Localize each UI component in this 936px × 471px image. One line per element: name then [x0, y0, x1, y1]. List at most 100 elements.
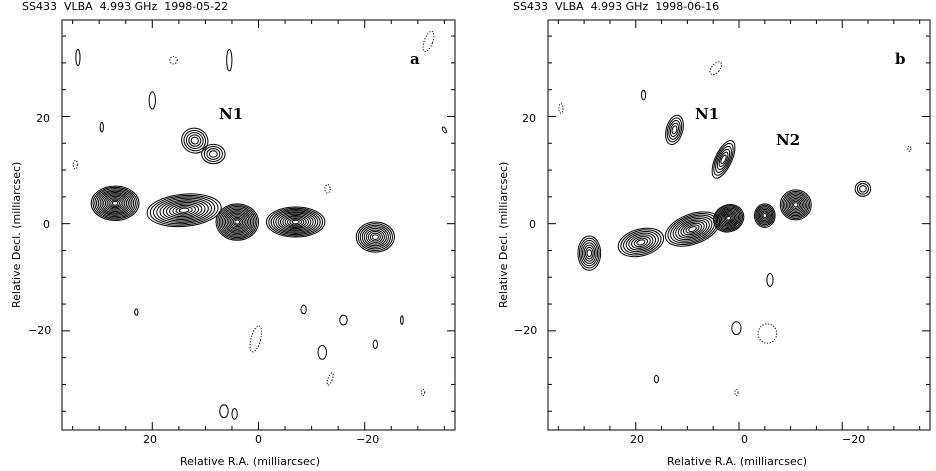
- contour-level: [781, 190, 811, 219]
- contour-level: [779, 189, 812, 221]
- contour-level: [685, 224, 700, 234]
- contour-level: [854, 180, 872, 197]
- contour-level: [223, 210, 252, 235]
- contour-level: [99, 191, 131, 215]
- contour-level: [284, 216, 307, 228]
- panel-a-ytick-20: 20: [36, 112, 50, 125]
- panel-b-annotation-n1: N1: [695, 105, 720, 123]
- contour-level: [371, 234, 379, 240]
- contour-level: [175, 206, 193, 215]
- contour-level: [441, 126, 447, 134]
- contour-level: [231, 408, 238, 420]
- panel-b-xtick-neg20: −20: [842, 433, 866, 446]
- contour-level: [218, 206, 256, 239]
- contour-level: [148, 91, 156, 110]
- contour-level: [581, 242, 597, 264]
- contour-level: [97, 190, 133, 216]
- contour-level: [758, 208, 771, 223]
- negative-contour: [422, 30, 435, 53]
- contour-level: [625, 232, 657, 253]
- panel-a-header: SS433 VLBA 4.993 GHz 1998-05-22: [22, 0, 229, 13]
- negative-contour: [421, 388, 426, 397]
- negative-contour: [324, 184, 331, 194]
- contour-level: [134, 308, 139, 316]
- contour-level: [178, 207, 190, 213]
- contour-level: [104, 195, 126, 211]
- contour-level: [190, 136, 199, 145]
- contour-level: [731, 321, 742, 336]
- contour-level: [617, 227, 665, 258]
- contour-level: [229, 215, 245, 229]
- contour-level: [183, 129, 207, 152]
- contour-level: [672, 216, 713, 242]
- contour-level: [111, 200, 119, 206]
- panel-b-annotation-n2: N2: [776, 131, 801, 149]
- contour-level: [788, 197, 803, 212]
- contour-level: [578, 237, 600, 269]
- contour-level: [226, 48, 233, 72]
- contour-level: [110, 199, 121, 207]
- contour-level: [723, 213, 734, 223]
- panel-a-xtick-neg20: −20: [356, 433, 380, 446]
- contour-level: [226, 212, 248, 232]
- contour-level: [188, 134, 202, 147]
- panel-b-header: SS433 VLBA 4.993 GHz 1998-06-16: [513, 0, 720, 13]
- contour-level: [755, 204, 775, 227]
- panel-b-ytick-neg20: −20: [514, 324, 538, 337]
- contour-level: [713, 142, 734, 176]
- contour-level: [671, 125, 678, 135]
- negative-contour: [558, 103, 564, 114]
- panel-b-ytick-0: 0: [529, 218, 536, 231]
- contour-level: [103, 194, 128, 213]
- panel-b-contours: [558, 61, 912, 397]
- contour-level: [201, 143, 226, 165]
- contour-level: [720, 154, 727, 165]
- contour-level: [277, 212, 314, 232]
- contour-level: [224, 211, 250, 233]
- contour-level: [99, 121, 104, 133]
- contour-level: [92, 186, 138, 220]
- panel-a-frame: [61, 19, 456, 431]
- contour-level: [636, 239, 646, 246]
- contour-level: [359, 224, 391, 250]
- panel-a-xtick-20: 20: [143, 433, 157, 446]
- contour-level: [762, 213, 768, 219]
- contour-level: [289, 218, 303, 226]
- contour-level: [716, 148, 731, 170]
- panel-b-label: b: [895, 50, 906, 68]
- contour-level: [675, 217, 710, 241]
- contour-level: [726, 216, 732, 221]
- contour-level: [623, 231, 659, 254]
- panel-a-xlabel: Relative R.A. (milliarcsec): [180, 455, 321, 468]
- contour-level: [355, 221, 395, 253]
- contour-level: [793, 202, 799, 208]
- contour-level: [677, 219, 708, 239]
- contour-level: [270, 208, 321, 236]
- contour-level: [101, 193, 129, 214]
- contour-level: [790, 199, 802, 211]
- contour-level: [156, 197, 213, 223]
- negative-contour: [907, 145, 912, 152]
- contour-level: [153, 196, 216, 225]
- contour-level: [215, 203, 260, 241]
- contour-level: [357, 223, 393, 251]
- contour-level: [172, 204, 196, 216]
- contour-level: [206, 148, 221, 160]
- contour-level: [785, 195, 806, 215]
- contour-level: [633, 237, 649, 248]
- contour-level: [75, 48, 81, 67]
- contour-level: [94, 188, 136, 219]
- contour-level: [782, 192, 809, 218]
- contour-level: [680, 221, 705, 237]
- contour-level: [286, 217, 305, 227]
- contour-level: [718, 151, 729, 168]
- contour-level: [718, 208, 740, 228]
- contour-level: [181, 127, 209, 154]
- contour-level: [217, 204, 258, 240]
- contour-level: [640, 89, 647, 101]
- contour-level: [665, 114, 684, 146]
- contour-level: [784, 193, 808, 217]
- contour-level: [757, 207, 772, 224]
- contour-level: [713, 204, 745, 233]
- contour-level: [265, 206, 326, 238]
